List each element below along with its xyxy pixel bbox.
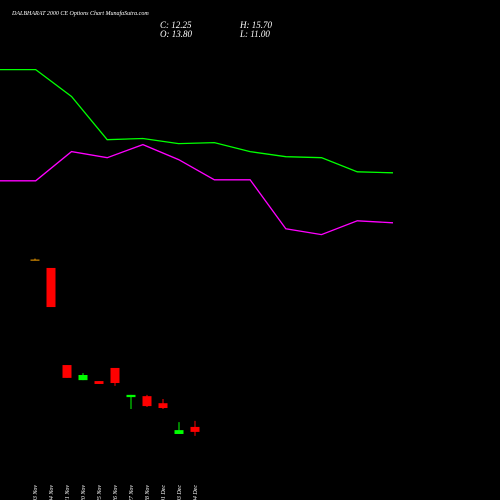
- candle-body: [174, 430, 184, 434]
- readout-high: H: 15.70: [239, 20, 272, 30]
- x-tick-label: 03 Nov: [33, 485, 39, 500]
- x-tick-label: 25 Nov: [97, 485, 103, 500]
- line-series: [0, 143, 394, 236]
- candle-body: [142, 396, 152, 407]
- candle-body: [110, 367, 120, 384]
- candle-body: [62, 365, 72, 378]
- readout-low: L: 11.00: [239, 29, 270, 39]
- candle-body: [78, 375, 88, 381]
- x-tick-label: 28 Nov: [145, 485, 151, 500]
- x-tick-label: 26 Nov: [113, 485, 119, 500]
- x-tick-label: 01 Dec: [161, 485, 167, 500]
- candle-body: [190, 426, 200, 432]
- candle-body: [30, 259, 40, 261]
- candle-body: [158, 403, 168, 409]
- x-tick-label: 04 Nov: [48, 485, 55, 500]
- candle-body: [46, 267, 56, 308]
- candle-body: [94, 381, 104, 384]
- x-tick-label: 27 Nov: [129, 485, 135, 500]
- chart-title: DALBHARAT 2000 CE Options Chart MunafaSu…: [11, 10, 149, 17]
- x-tick-label: 20 Nov: [81, 485, 87, 500]
- x-tick-label: 03 Dec: [177, 485, 183, 500]
- line-series: [0, 68, 394, 174]
- candle-body: [126, 394, 136, 398]
- readout-close: C: 12.25: [160, 20, 192, 30]
- x-tick-label: 11 Nov: [65, 485, 71, 500]
- x-tick-label: 04 Dec: [192, 485, 199, 500]
- readout-open: O: 13.80: [160, 29, 192, 39]
